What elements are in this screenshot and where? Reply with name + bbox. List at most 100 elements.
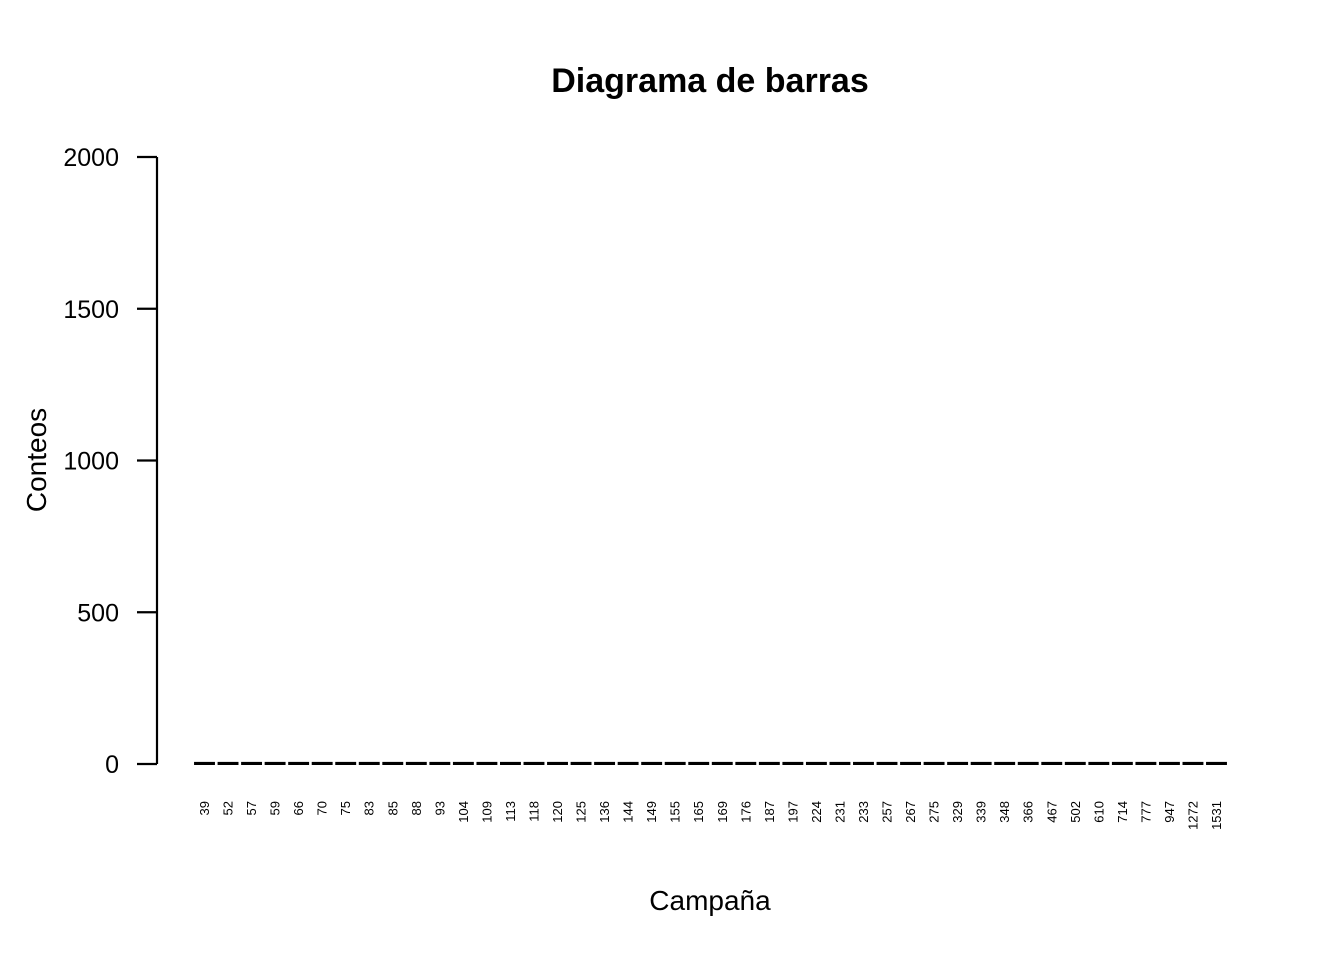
bar <box>1088 761 1110 765</box>
x-tick-label: 66 <box>291 801 306 815</box>
x-tick-label: 610 <box>1091 801 1106 823</box>
chart-title: Diagrama de barras <box>551 62 869 100</box>
x-tick-label: 149 <box>644 801 659 823</box>
x-tick-label: 187 <box>762 801 777 823</box>
bar <box>311 761 333 765</box>
bar <box>876 761 898 765</box>
bar <box>735 761 757 765</box>
y-tick-label: 0 <box>105 751 119 779</box>
bar <box>970 761 992 765</box>
bar <box>500 761 521 765</box>
bar <box>1135 761 1157 765</box>
x-tick-label: 75 <box>338 801 353 815</box>
bar <box>617 761 639 765</box>
x-tick-label: 197 <box>785 801 800 823</box>
x-tick-label: 467 <box>1044 801 1059 823</box>
bar <box>594 761 616 765</box>
bar <box>194 761 215 765</box>
x-tick-label: 57 <box>244 801 259 815</box>
bar <box>335 761 357 765</box>
x-tick-label: 339 <box>974 801 989 823</box>
bar <box>264 761 286 765</box>
bar <box>688 761 710 765</box>
y-tick-label: 1000 <box>63 448 119 476</box>
x-tick-label: 109 <box>479 801 494 823</box>
bar <box>452 761 474 765</box>
bar <box>1017 761 1039 765</box>
bar <box>1206 761 1227 765</box>
bar <box>358 761 380 765</box>
bar <box>641 761 663 765</box>
bars <box>194 761 1227 765</box>
x-tick-label: 93 <box>432 801 447 815</box>
bar <box>805 761 827 765</box>
bar <box>241 761 263 765</box>
x-tick-label: 52 <box>221 801 236 815</box>
x-tick-label: 144 <box>621 801 636 823</box>
bar <box>947 761 969 765</box>
bar <box>523 761 545 765</box>
x-tick-label: 231 <box>832 801 847 823</box>
bar <box>758 761 780 765</box>
x-axis-label: Campaña <box>649 885 771 916</box>
bar <box>382 761 404 765</box>
x-tick-label: 169 <box>715 801 730 823</box>
bar <box>476 761 498 765</box>
x-tick-labels: 39 52 57 59 66 70 75 83 85 88 93 104 109 113 118 120 125… <box>197 801 1224 830</box>
x-tick-label: 83 <box>362 801 377 815</box>
bar <box>217 761 239 765</box>
bar <box>853 761 874 765</box>
x-tick-label: 118 <box>526 801 541 822</box>
x-tick-label: 257 <box>880 801 895 823</box>
y-axis-label: Conteos <box>21 408 52 512</box>
y-tick-label: 1500 <box>63 296 119 324</box>
x-tick-label: 1272 <box>1185 801 1200 830</box>
bar <box>664 761 686 765</box>
bar <box>1064 761 1086 765</box>
bar <box>547 761 568 765</box>
x-tick-label: 59 <box>268 801 283 815</box>
x-tick-label: 125 <box>574 801 589 823</box>
bar <box>570 761 592 765</box>
y-ticks: 0 500 1000 1500 2000 <box>63 144 157 779</box>
bar <box>782 761 804 765</box>
x-tick-label: 136 <box>597 801 612 823</box>
x-tick-label: 85 <box>385 801 400 815</box>
x-tick-label: 176 <box>738 801 753 823</box>
bar <box>405 761 427 765</box>
bar <box>429 761 451 765</box>
x-tick-label: 104 <box>456 801 471 823</box>
x-tick-label: 224 <box>809 801 824 823</box>
y-tick-label: 500 <box>77 599 119 627</box>
bar <box>923 761 945 765</box>
bar <box>711 761 733 765</box>
y-tick-label: 2000 <box>63 144 119 172</box>
x-tick-label: 155 <box>668 801 683 823</box>
bar <box>1111 761 1133 765</box>
x-tick-label: 233 <box>856 801 871 823</box>
x-tick-label: 777 <box>1138 801 1153 823</box>
x-tick-label: 329 <box>950 801 965 823</box>
x-tick-label: 113 <box>503 801 518 822</box>
bar <box>829 761 851 765</box>
x-tick-label: 88 <box>409 801 424 815</box>
x-tick-label: 267 <box>903 801 918 823</box>
x-tick-label: 165 <box>691 801 706 823</box>
x-tick-label: 275 <box>927 801 942 823</box>
bar <box>994 761 1016 765</box>
x-tick-label: 39 <box>197 801 212 815</box>
bar <box>1182 761 1204 765</box>
x-tick-label: 1531 <box>1209 801 1224 830</box>
x-tick-label: 366 <box>1021 801 1036 823</box>
x-tick-label: 120 <box>550 801 565 823</box>
x-tick-label: 70 <box>315 801 330 815</box>
x-tick-label: 714 <box>1115 801 1130 823</box>
bar <box>1158 761 1180 765</box>
bar <box>1041 761 1063 765</box>
x-tick-label: 348 <box>997 801 1012 823</box>
x-tick-label: 947 <box>1162 801 1177 823</box>
x-tick-label: 502 <box>1068 801 1083 823</box>
bar <box>900 761 921 765</box>
bar <box>288 761 310 765</box>
